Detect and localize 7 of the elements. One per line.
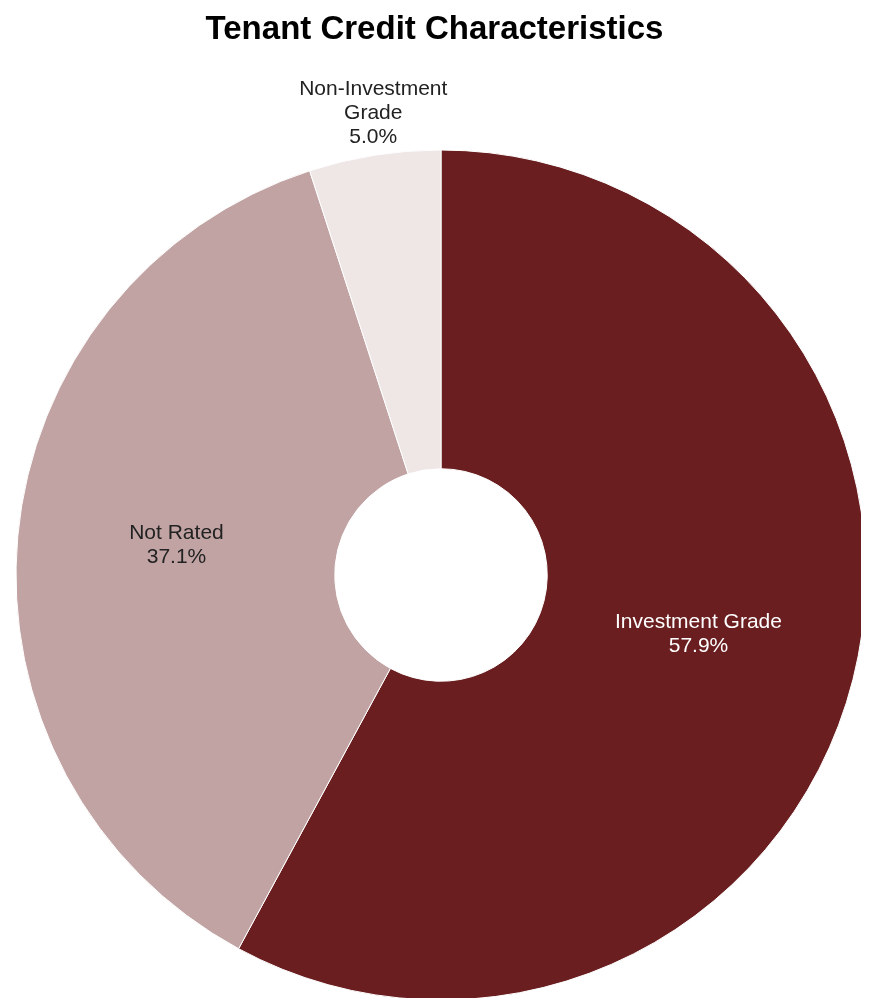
slice-label: Not Rated (129, 519, 224, 543)
slice-label: Investment Grade (615, 609, 782, 633)
slice-label: Non-Investment Grade (299, 76, 448, 124)
data-label: 5.0% (349, 124, 398, 148)
data-label: 57.9% (668, 633, 729, 657)
chart-title: Tenant Credit Characteristics (204, 8, 665, 48)
data-label: 37.1% (146, 543, 207, 567)
